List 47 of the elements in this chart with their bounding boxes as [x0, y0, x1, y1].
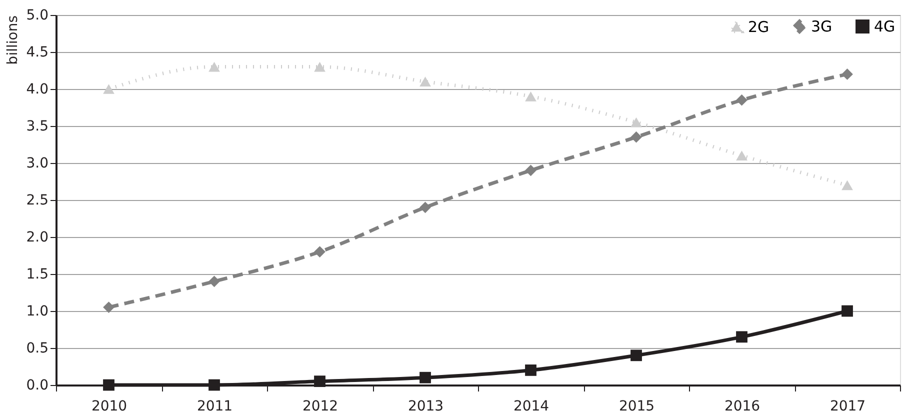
legend-label: 2G	[748, 18, 770, 36]
y-tick-label: 4.0	[26, 82, 48, 98]
x-tick-label: 2011	[196, 398, 233, 414]
point	[103, 379, 114, 391]
x-tick-label: 2012	[302, 398, 338, 414]
y-tick-label: 3.0	[26, 156, 48, 172]
y-axis-title: billions	[5, 16, 22, 65]
point	[842, 68, 853, 80]
x-tick-label: 2017	[830, 398, 866, 414]
point	[525, 91, 536, 102]
point	[842, 305, 853, 317]
point	[842, 180, 853, 190]
point	[208, 62, 220, 72]
point	[314, 246, 326, 258]
point	[208, 276, 220, 288]
point	[736, 331, 748, 343]
point	[630, 350, 642, 362]
point	[208, 379, 220, 391]
x-tick-label: 2013	[408, 398, 444, 414]
y-tick-label: 1.0	[26, 304, 48, 320]
point	[736, 150, 748, 161]
point	[103, 302, 114, 313]
point	[525, 364, 536, 376]
point	[420, 372, 431, 384]
point	[314, 62, 326, 72]
y-tick-label: 0.0	[26, 378, 48, 394]
legend-label: 4G	[874, 18, 896, 36]
x-tick-label: 2014	[513, 398, 550, 414]
point	[630, 131, 642, 143]
y-tick-label: 5.0	[26, 8, 48, 24]
legend-label: 3G	[811, 18, 832, 36]
y-tick-label: 1.5	[26, 266, 48, 282]
y-tick-label: 0.5	[26, 340, 48, 356]
y-tick-label: 3.5	[26, 118, 48, 134]
x-tick-label: 2010	[91, 398, 128, 414]
point	[420, 76, 431, 87]
point	[314, 376, 326, 387]
point	[103, 84, 114, 94]
x-tick-label: 2015	[618, 398, 655, 414]
point	[525, 164, 536, 176]
y-tick-label: 4.5	[26, 44, 48, 60]
point	[630, 117, 642, 128]
y-tick-label: 2.5	[26, 192, 48, 208]
point	[736, 94, 748, 106]
point	[420, 202, 431, 214]
y-tick-label: 2.0	[26, 230, 48, 246]
x-tick-label: 2016	[724, 398, 760, 414]
